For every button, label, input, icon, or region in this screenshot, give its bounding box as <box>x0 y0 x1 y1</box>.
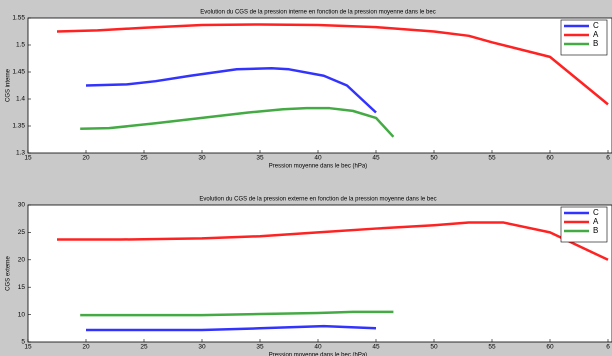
y-tick-label: 1.3 <box>16 150 25 157</box>
x-tick-label: 60 <box>546 155 554 162</box>
series-line <box>85 66 377 114</box>
x-tick-label: 40 <box>314 344 322 351</box>
legend-label: A <box>593 217 599 226</box>
axes <box>27 204 612 343</box>
y-tick-label: 20 <box>18 257 26 264</box>
y-axis-label: CGS externe <box>6 255 12 290</box>
legend-label: C <box>593 21 599 30</box>
plot-area <box>57 221 609 332</box>
x-tick-label: 20 <box>82 344 90 351</box>
x-tick-label: 35 <box>256 155 264 162</box>
y-tick-label: 25 <box>18 229 26 236</box>
y-tick-label: 1.45 <box>12 69 25 76</box>
series-line <box>56 23 609 106</box>
x-tick-label: 15 <box>24 344 32 351</box>
x-tick-label: 50 <box>430 155 438 162</box>
series-line <box>80 310 394 317</box>
plot-area <box>56 23 609 138</box>
y-tick-label: 30 <box>18 202 26 209</box>
y-tick-label: 1.55 <box>12 15 25 22</box>
x-tick-label: 6 <box>606 344 610 351</box>
x-tick-label: 50 <box>430 344 438 351</box>
y-tick-label: 15 <box>18 284 26 291</box>
x-tick-label: 25 <box>140 344 148 351</box>
y-tick-label: 1.35 <box>12 123 25 130</box>
x-tick-label: 20 <box>82 155 90 162</box>
y-tick-label: 1.5 <box>16 42 25 49</box>
x-tick-label: 35 <box>256 344 264 351</box>
series-line <box>86 324 377 332</box>
x-tick-label: 6 <box>606 155 610 162</box>
x-tick-label: 15 <box>24 155 32 162</box>
series-line <box>80 106 395 138</box>
y-tick-label: 10 <box>18 311 26 318</box>
x-tick-label: 55 <box>488 344 496 351</box>
chart-title: Evolution du CGS de la pression interne … <box>200 10 435 16</box>
x-tick-label: 25 <box>140 155 148 162</box>
y-tick-label: 5 <box>21 339 25 346</box>
y-tick-label: 1.4 <box>16 96 25 103</box>
series-line <box>57 221 609 261</box>
x-tick-label: 45 <box>372 155 380 162</box>
x-tick-label: 30 <box>198 155 206 162</box>
legend-label: B <box>593 39 598 48</box>
x-tick-label: 55 <box>488 155 496 162</box>
chart-title: Evolution du CGS de la pression externe … <box>199 197 436 203</box>
x-tick-label: 40 <box>314 155 322 162</box>
legend-label: C <box>593 208 599 217</box>
x-tick-label: 45 <box>372 344 380 351</box>
x-axis-label: Pression moyenne dans le bec (hPa) <box>269 353 367 356</box>
y-axis-label: CGS interne <box>6 68 12 102</box>
x-axis-label: Pression moyenne dans le bec (hPa) <box>269 164 367 170</box>
x-tick-label: 30 <box>198 344 206 351</box>
legend-label: A <box>593 30 599 39</box>
legend-label: B <box>593 226 598 235</box>
x-tick-label: 60 <box>546 344 554 351</box>
